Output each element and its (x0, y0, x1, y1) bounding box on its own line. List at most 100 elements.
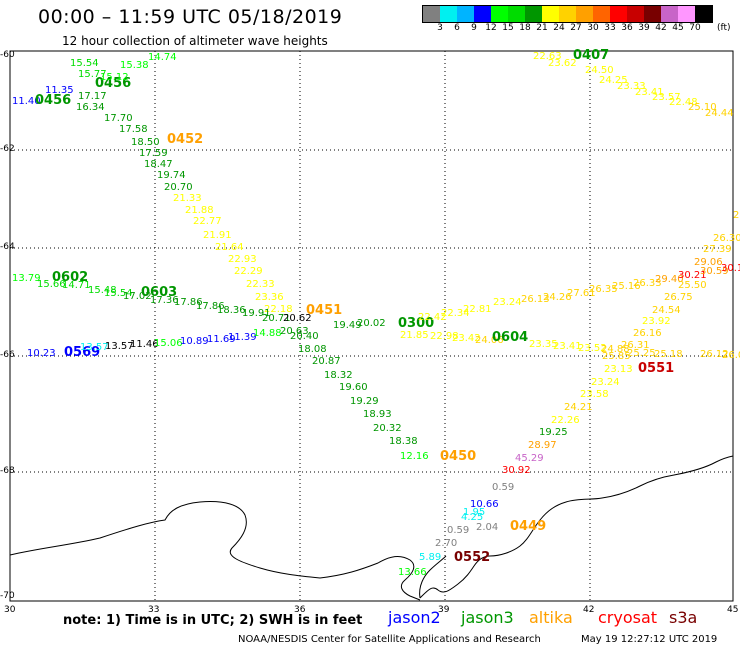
wave-height-label: 24.44 (705, 108, 734, 119)
wave-height-label: 4.25 (461, 512, 483, 523)
lat-lon-grid (10, 51, 733, 601)
wave-height-label: 13.79 (12, 273, 41, 284)
pass-time-label: 0450 (440, 449, 476, 464)
scale-label: 70 (689, 23, 701, 33)
wave-height-label: 19.91 (242, 308, 271, 319)
wave-height-label: 23.35 (529, 339, 558, 350)
wave-height-label: 23.41 (553, 341, 582, 352)
longitude-tick: 33 (148, 605, 160, 615)
wave-height-label: 23.42 (452, 333, 481, 344)
scale-label: 24 (553, 23, 565, 33)
wave-height-label: 20.63 (280, 326, 309, 337)
scale-swatch (678, 6, 695, 22)
wave-height-label: 13.66 (398, 567, 427, 578)
wave-height-label: 11.35 (45, 85, 74, 96)
wave-height-label: 17.86 (196, 301, 225, 312)
wave-height-label: 5.89 (419, 552, 441, 563)
wave-height-label: 15.54 (70, 58, 99, 69)
wave-height-label: 17.36 (150, 295, 179, 306)
scale-swatch (559, 6, 576, 22)
wave-height-label: 26.0 (722, 350, 740, 361)
wave-height-label: 26.30 (713, 233, 740, 244)
wave-height-label: 15.66 (37, 279, 66, 290)
scale-swatch (525, 6, 542, 22)
pass-time-label: 0451 (306, 303, 342, 318)
color-scale-unit: (ft) (717, 23, 731, 33)
wave-height-label: 22.33 (246, 279, 275, 290)
wave-height-label: 11.69 (207, 334, 236, 345)
scale-swatch (695, 6, 712, 22)
satellite-tracks: 15.5415.77045617.1716.3417.7017.5818.501… (12, 48, 740, 578)
wave-height-label: 22.18 (264, 304, 293, 315)
wave-height-label: 45.29 (515, 453, 544, 464)
scale-swatch (457, 6, 474, 22)
wave-height-label: 18.50 (131, 137, 160, 148)
wave-height-label: 23.24 (591, 377, 620, 388)
map-subtitle: 12 hour collection of altimeter wave hei… (62, 34, 328, 48)
wave-height-label: 15.06 (154, 338, 183, 349)
wave-height-label: 26.31 (621, 340, 650, 351)
wave-height-label: 24.06 (475, 335, 504, 346)
scale-label: 30 (587, 23, 599, 33)
scale-label: 42 (655, 23, 667, 33)
longitude-tick: 30 (4, 605, 16, 615)
wave-height-label: 2.04 (476, 522, 498, 533)
scale-swatch (644, 6, 661, 22)
scale-swatch (576, 6, 593, 22)
footer-note: note: 1) Time is in UTC; 2) SWH is in fe… (63, 613, 363, 628)
coastline (9, 455, 734, 601)
wave-height-label: 18.47 (144, 159, 173, 170)
wave-height-label: 23.62 (548, 58, 577, 69)
wave-height-label: 26.75 (664, 292, 693, 303)
wave-height-label: 29.40 (655, 274, 684, 285)
wave-height-label: 18.36 (217, 305, 246, 316)
scale-swatch (508, 6, 525, 22)
wave-height-label: 21.33 (173, 193, 202, 204)
scale-swatch (542, 6, 559, 22)
wave-height-label: 24.54 (652, 305, 681, 316)
pass-time-label: 0552 (454, 550, 490, 565)
wave-height-label: 13.57 (105, 341, 134, 352)
scale-label: 18 (519, 23, 531, 33)
wave-height-label: 19.74 (157, 170, 186, 181)
wave-height-label: 25.85 (602, 351, 631, 362)
scale-label: 15 (502, 23, 514, 33)
wave-height-label: 22.93 (228, 254, 257, 265)
wave-height-label: 26.35 (589, 284, 618, 295)
longitude-tick: 39 (438, 605, 450, 615)
wave-height-label: 17.02 (123, 291, 152, 302)
wave-height-label: 22.63 (533, 51, 562, 62)
scale-label: 39 (638, 23, 650, 33)
wave-height-label: 11.46 (130, 339, 159, 350)
wave-height-label: 14.71 (62, 280, 91, 291)
wave-height-label: 18.08 (298, 344, 327, 355)
wave-height-label: 24.25 (599, 75, 628, 86)
scale-label: 12 (485, 23, 497, 33)
scale-swatch (627, 6, 644, 22)
wave-height-label: 17.70 (104, 113, 133, 124)
wave-height-label: 17.59 (139, 148, 168, 159)
satellite-cryosat: cryosat (598, 608, 658, 627)
wave-height-label: 16.34 (76, 102, 105, 113)
latitude-tick: -60 (0, 50, 15, 60)
wave-height-label: 14.74 (148, 52, 177, 63)
wave-height-label: 23.52 (578, 343, 607, 354)
wave-height-label: 22.48 (669, 97, 698, 108)
latitude-tick: -70 (0, 591, 15, 601)
wave-height-label: 21.88 (185, 205, 214, 216)
longitude-tick: 45 (727, 605, 739, 615)
wave-height-label: 1.95 (463, 507, 485, 518)
pass-time-label: 0456 (95, 76, 131, 91)
wave-height-label: 24.88 (601, 344, 630, 355)
pass-time-label: 0452 (167, 132, 203, 147)
latitude-tick: -66 (0, 350, 15, 360)
pass-time-label: 0602 (52, 270, 88, 285)
scale-label: 27 (570, 23, 582, 33)
wave-height-label: 23.33 (617, 81, 646, 92)
wave-height-label: 20.32 (373, 423, 402, 434)
scale-swatch (593, 6, 610, 22)
wave-height-label: 25.10 (688, 102, 717, 113)
scale-label: 6 (454, 23, 460, 33)
wave-height-label: 23.13 (604, 364, 633, 375)
